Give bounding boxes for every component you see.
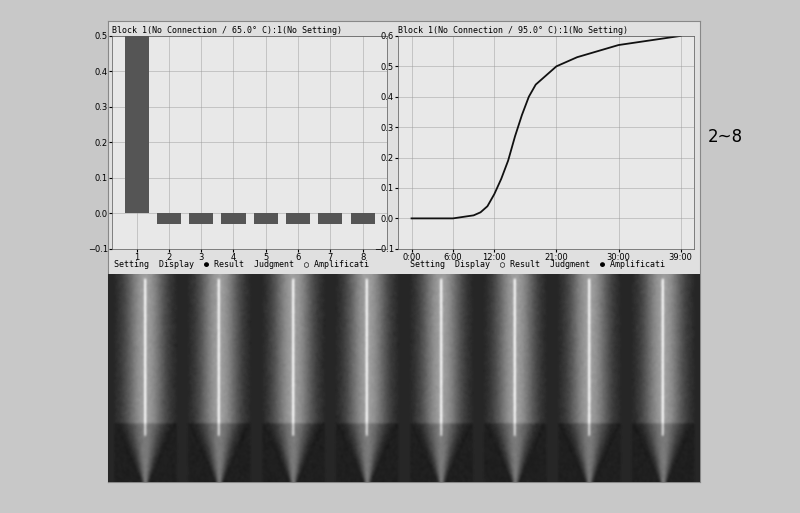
Bar [189,213,214,224]
Bar [318,213,342,224]
Bar [157,213,181,224]
Bar [350,213,374,224]
Bar [286,213,310,224]
Text: Setting  Display  ○ Result  Judgment  ● Amplificati: Setting Display ○ Result Judgment ● Ampl… [410,260,665,269]
Text: 2~8: 2~8 [708,128,743,146]
Bar [125,36,149,213]
Bar [222,213,246,224]
Text: Block 1(No Connection / 95.0° C):1(No Setting): Block 1(No Connection / 95.0° C):1(No Se… [398,26,628,35]
Text: Setting  Display  ● Result  Judgment  ○ Amplificati: Setting Display ● Result Judgment ○ Ampl… [114,260,369,269]
Bar [254,213,278,224]
Text: Block 1(No Connection / 65.0° C):1(No Setting): Block 1(No Connection / 65.0° C):1(No Se… [112,26,342,35]
